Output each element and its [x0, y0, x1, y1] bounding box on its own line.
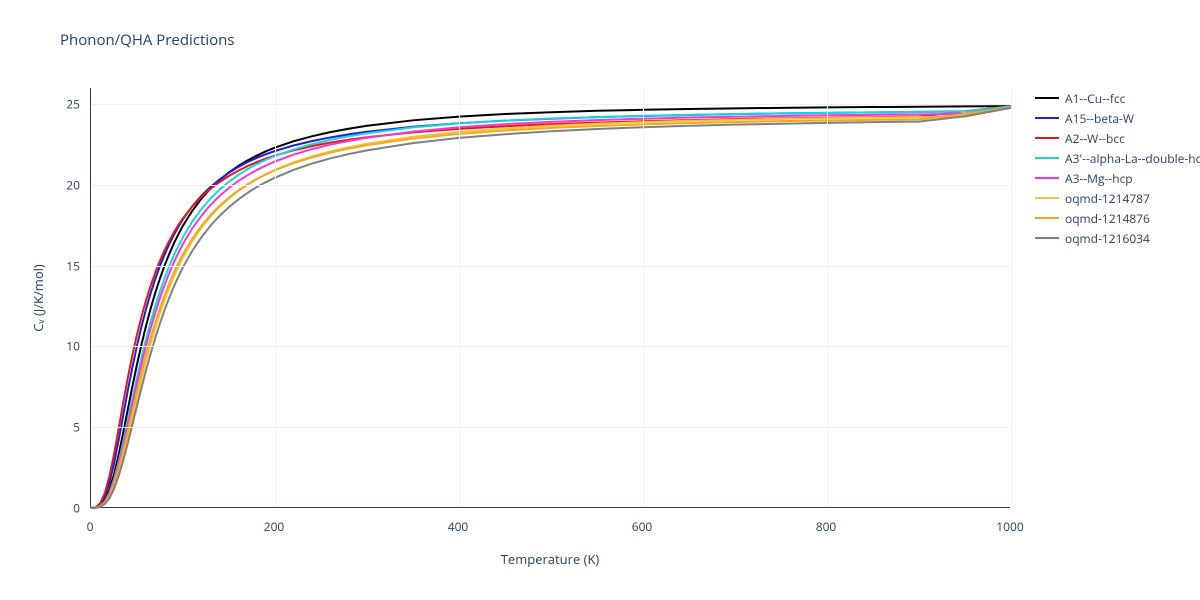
gridline-h: [91, 266, 1010, 267]
series-line[interactable]: [91, 107, 1011, 508]
legend-swatch: [1035, 197, 1059, 199]
y-tick-label: 15: [40, 257, 80, 274]
y-tick-label: 0: [40, 500, 80, 517]
legend-item[interactable]: oqmd-1214787: [1035, 188, 1200, 208]
x-tick-label: 800: [816, 518, 837, 535]
series-line[interactable]: [91, 108, 1011, 508]
y-tick-label: 5: [40, 419, 80, 436]
legend-item[interactable]: A3'--alpha-La--double-hcp: [1035, 148, 1200, 168]
legend-label: A3--Mg--hcp: [1065, 170, 1133, 187]
chart-title: Phonon/QHA Predictions: [60, 30, 235, 50]
legend-swatch: [1035, 157, 1059, 159]
legend-swatch: [1035, 177, 1059, 179]
legend-item[interactable]: oqmd-1214876: [1035, 208, 1200, 228]
legend-item[interactable]: A15--beta-W: [1035, 108, 1200, 128]
legend-label: oqmd-1216034: [1065, 230, 1150, 247]
legend-swatch: [1035, 97, 1059, 99]
legend-swatch: [1035, 137, 1059, 139]
series-line[interactable]: [91, 106, 1011, 508]
legend-swatch: [1035, 237, 1059, 239]
series-line[interactable]: [91, 108, 1011, 508]
x-tick-label: 1000: [996, 518, 1023, 535]
y-tick-label: 20: [40, 176, 80, 193]
x-tick-label: 200: [264, 518, 285, 535]
x-tick-label: 0: [87, 518, 94, 535]
gridline-v: [275, 88, 276, 507]
gridline-h: [91, 104, 1010, 105]
gridline-h: [91, 346, 1010, 347]
series-line[interactable]: [91, 107, 1011, 508]
y-axis-label: Cᵥ (J/K/mol): [29, 264, 47, 332]
chart-root: Phonon/QHA Predictions Temperature (K) C…: [0, 0, 1200, 600]
legend: A1--Cu--fcc A15--beta-W A2--W--bcc A3'--alp…: [1035, 88, 1200, 248]
legend-label: A1--Cu--fcc: [1065, 90, 1125, 107]
legend-label: A3'--alpha-La--double-hcp: [1065, 150, 1200, 167]
gridline-h: [91, 185, 1010, 186]
y-tick-label: 25: [40, 96, 80, 113]
gridline-h: [91, 427, 1010, 428]
x-tick-label: 400: [448, 518, 469, 535]
legend-label: oqmd-1214787: [1065, 190, 1150, 207]
series-line[interactable]: [91, 106, 1011, 508]
legend-label: oqmd-1214876: [1065, 210, 1150, 227]
series-line[interactable]: [91, 106, 1011, 508]
legend-swatch: [1035, 117, 1059, 119]
line-layer: [91, 88, 1011, 508]
plot-area[interactable]: [90, 88, 1010, 508]
legend-item[interactable]: A3--Mg--hcp: [1035, 168, 1200, 188]
legend-label: A15--beta-W: [1065, 110, 1134, 127]
x-tick-label: 600: [632, 518, 653, 535]
legend-label: A2--W--bcc: [1065, 130, 1125, 147]
gridline-v: [643, 88, 644, 507]
legend-item[interactable]: A2--W--bcc: [1035, 128, 1200, 148]
gridline-v: [827, 88, 828, 507]
legend-item[interactable]: A1--Cu--fcc: [1035, 88, 1200, 108]
legend-swatch: [1035, 217, 1059, 219]
gridline-v: [1011, 88, 1012, 507]
y-tick-label: 10: [40, 338, 80, 355]
legend-item[interactable]: oqmd-1216034: [1035, 228, 1200, 248]
series-line[interactable]: [91, 106, 1011, 508]
gridline-v: [459, 88, 460, 507]
x-axis-label: Temperature (K): [501, 550, 600, 568]
